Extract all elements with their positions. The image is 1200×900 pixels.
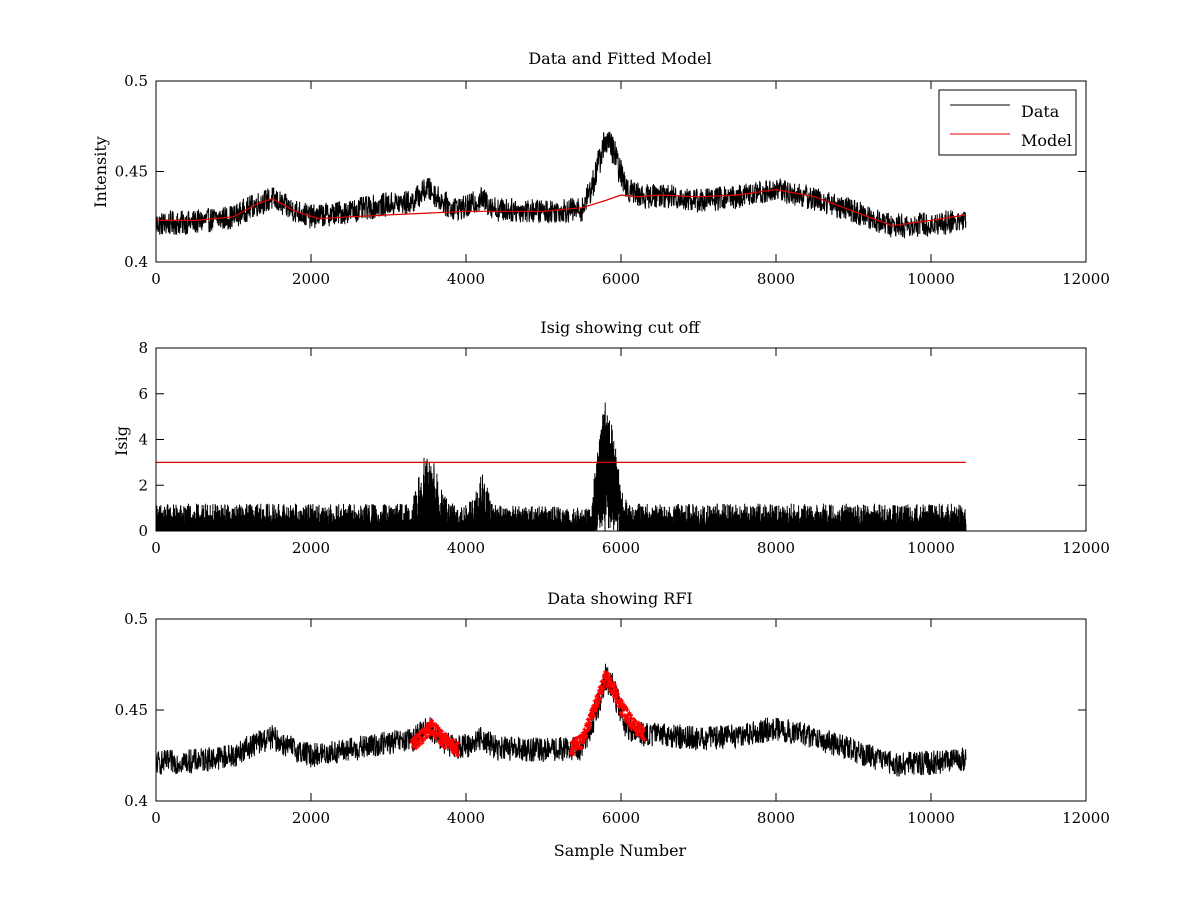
y-tick-label: 6 [138,385,148,403]
x-tick-label: 2000 [292,809,330,827]
x-tick-label: 8000 [757,809,795,827]
panel-3-xlabel: Sample Number [554,841,687,860]
x-tick-label: 10000 [907,270,955,288]
series-model-line [156,188,966,227]
y-tick-label: 4 [138,431,148,449]
panel-2-ylabel: Isig [112,426,131,456]
legend-label-data: Data [1021,102,1060,121]
x-tick-label: 8000 [757,539,795,557]
panel-1-legend: Data Model [938,89,1077,156]
y-tick-label: 2 [138,476,148,494]
y-tick-label: 0.4 [124,792,148,810]
series-rfi-points [409,669,647,758]
x-tick-label: 12000 [1062,809,1110,827]
panel-1-plot-area [155,131,967,239]
x-tick-label: 4000 [447,539,485,557]
x-tick-label: 6000 [602,539,640,557]
series-rfi-markers [409,669,647,758]
legend-label-model: Model [1021,131,1072,150]
y-tick-label: 0.5 [124,72,148,90]
panel-3-axes: 0 2000 4000 6000 8000 10000 12000 0.4 0.45 0.5 [115,610,1110,827]
x-tick-label: 4000 [447,809,485,827]
panel-3-plot-area [155,663,967,777]
x-tick-label: 0 [151,809,161,827]
x-tick-label: 10000 [907,809,955,827]
series-data-line [155,131,967,239]
panel-isig-cutoff: Isig showing cut off 0 2000 4000 6000 8000 10… [112,318,1110,557]
panel-3-title: Data showing RFI [547,589,692,608]
y-tick-label: 8 [138,339,148,357]
x-tick-label: 6000 [602,809,640,827]
panel-2-title: Isig showing cut off [540,318,701,337]
y-tick-label: 0.4 [124,253,148,271]
panel-data-and-model: Data and Fitted Model 0 2000 4000 6000 8000 1… [91,49,1110,288]
panel-2-axes: 0 2000 4000 6000 8000 10000 12000 0 2 4 6 8 [138,339,1109,557]
x-tick-label: 12000 [1062,270,1110,288]
x-tick-label: 8000 [757,270,795,288]
x-tick-label: 0 [151,270,161,288]
panel-1-title: Data and Fitted Model [528,49,711,68]
x-tick-label: 12000 [1062,539,1110,557]
x-tick-label: 0 [151,539,161,557]
x-tick-label: 2000 [292,270,330,288]
panel-1-ylabel: Intensity [91,136,110,208]
x-tick-label: 2000 [292,539,330,557]
y-tick-label: 0.5 [124,610,148,628]
series-data-line [155,663,967,777]
y-tick-label: 0 [138,522,148,540]
legend-box [938,89,1077,156]
panel-1-axes: 0 2000 4000 6000 8000 10000 12000 0.4 0.45 0.5 [115,72,1110,288]
series-data-trace [155,131,967,239]
panel-data-rfi: Data showing RFI 0 2000 4000 6000 8000 10000 1… [115,589,1110,860]
y-tick-label: 0.45 [115,163,148,181]
series-data-trace [155,663,967,777]
x-tick-label: 10000 [907,539,955,557]
x-tick-label: 6000 [602,270,640,288]
y-tick-label: 0.45 [115,701,148,719]
x-tick-label: 4000 [447,270,485,288]
